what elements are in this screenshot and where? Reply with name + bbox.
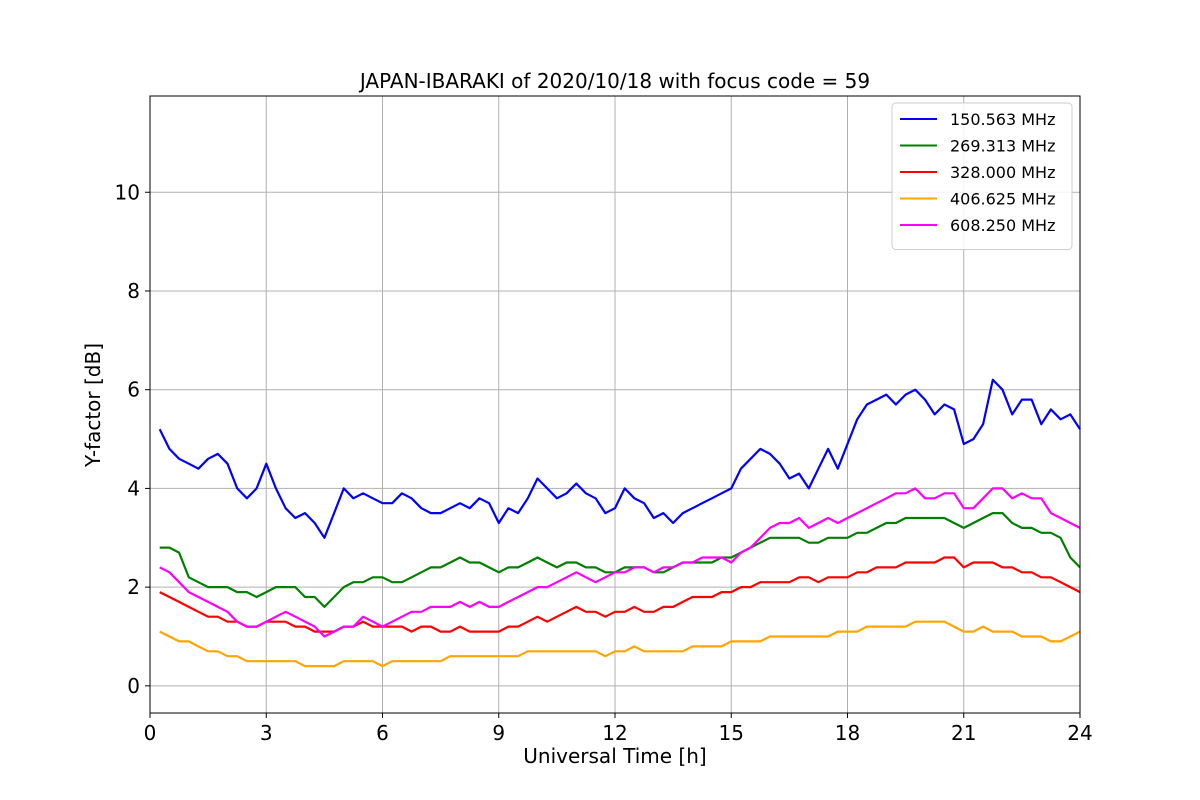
x-tick-label: 24: [1067, 721, 1092, 745]
grid: [149, 96, 1081, 713]
series-line-4: [159, 620, 1081, 668]
y-tick-label: 4: [127, 476, 140, 500]
x-axis-label: Universal Time [h]: [523, 744, 706, 768]
x-axis: 0 3 6 9 12 15 18 21 24: [144, 713, 1093, 745]
x-tick-label: 18: [835, 721, 860, 745]
legend-label: 406.625 MHz: [950, 190, 1055, 209]
x-tick-label: 0: [144, 721, 157, 745]
legend-label: 269.313 MHz: [950, 137, 1055, 156]
series-line-1: [158, 378, 1081, 539]
x-tick-label: 15: [719, 721, 744, 745]
series-line-3: [159, 556, 1081, 633]
series-layer: [158, 378, 1081, 668]
legend: 150.563 MHz 269.313 MHz 328.000 MHz 406.625…: [891, 102, 1073, 250]
x-tick-label: 3: [260, 721, 273, 745]
y-tick-label: 6: [127, 378, 140, 402]
y-axis-label: Y-factor [dB]: [81, 343, 105, 468]
legend-label: 328.000 MHz: [950, 163, 1055, 182]
legend-box: [891, 102, 1073, 250]
y-tick-label: 10: [115, 180, 140, 204]
x-tick-label: 21: [951, 721, 976, 745]
y-tick-label: 2: [127, 575, 140, 599]
x-tick-label: 9: [492, 721, 505, 745]
chart-title: JAPAN-IBARAKI of 2020/10/18 with focus c…: [358, 69, 870, 93]
series-line-2: [159, 512, 1081, 608]
y-tick-label: 0: [127, 674, 140, 698]
x-tick-label: 12: [602, 721, 627, 745]
legend-label: 150.563 MHz: [950, 110, 1055, 129]
series-line-5: [159, 487, 1081, 638]
x-tick-label: 6: [376, 721, 389, 745]
y-tick-label: 8: [127, 279, 140, 303]
y-axis: 0 2 4 6 8 10: [115, 180, 150, 698]
legend-label: 608.250 MHz: [950, 216, 1055, 235]
